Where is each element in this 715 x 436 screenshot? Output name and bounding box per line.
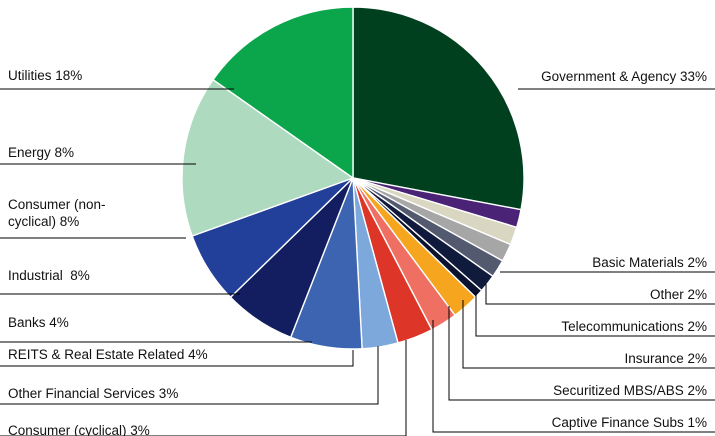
slice-label-other-financial-services-3: Other Financial Services 3% (8, 386, 178, 401)
slice-label-reits-real-estate-related-4: REITS & Real Estate Related 4% (8, 347, 208, 362)
leader-line-other-financial-services-3 (0, 346, 379, 405)
slice-label-industrial-8: Industrial 8% (8, 268, 90, 283)
slice-label-consumer-cyclical-3: Consumer (cyclical) 3% (8, 423, 150, 436)
slice-label-insurance-2: Insurance 2% (624, 351, 707, 366)
leader-line-telecommunications-2 (475, 292, 715, 337)
leader-line-reits-real-estate-related-4 (0, 350, 354, 367)
slice-label-telecommunications-2: Telecommunications 2% (561, 319, 707, 334)
slice-label-banks-4: Banks 4% (8, 315, 69, 330)
leader-lines (0, 88, 715, 436)
leader-line-consumer-cyclical-3 (0, 340, 407, 436)
slice-label-government-agency-33: Government & Agency 33% (541, 69, 707, 84)
leader-line-insurance-2 (462, 300, 715, 369)
slice-label-other-2: Other 2% (650, 287, 707, 302)
pie-slice-government-agency-33 (352, 6, 525, 211)
slice-label-captive-finance-subs-1: Captive Finance Subs 1% (552, 415, 707, 430)
slice-labels: Government & Agency 33% Basic Materials 2… (8, 68, 707, 436)
pie-slice-slice (212, 6, 354, 179)
pie-slices (181, 6, 525, 350)
pie-slice-utilities-18 (181, 79, 354, 237)
slice-label-basic-materials-2: Basic Materials 2% (592, 255, 707, 270)
leader-line-securitized-mbs-abs-2 (448, 306, 715, 401)
slice-label-consumer-non-cyclical-8: Consumer (non-cyclical) 8% (8, 197, 106, 229)
slice-label-securitized-mbs-abs-2: Securitized MBS/ABS 2% (553, 383, 707, 398)
slice-label-energy-8: Energy 8% (8, 145, 74, 160)
slice-label-utilities-18: Utilities 18% (8, 68, 82, 83)
leader-line-captive-finance-subs-1 (432, 320, 715, 433)
leader-line-other-2 (485, 284, 715, 305)
